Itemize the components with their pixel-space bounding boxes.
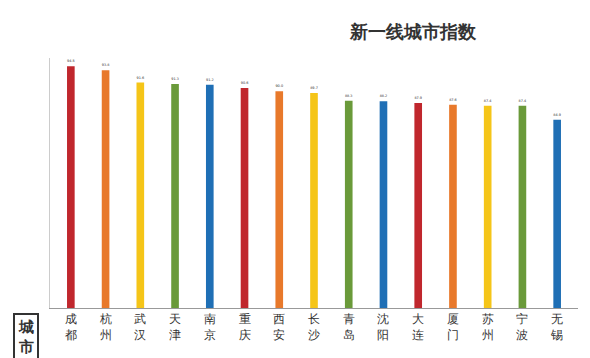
svg-text:长沙: 长沙 xyxy=(308,312,320,342)
svg-text:西安: 西安 xyxy=(273,312,285,342)
svg-text:重庆: 重庆 xyxy=(239,312,251,342)
svg-text:93.8: 93.8 xyxy=(102,63,110,67)
svg-text:南京: 南京 xyxy=(204,312,216,342)
svg-text:厦门: 厦门 xyxy=(447,312,459,342)
svg-text:87.4: 87.4 xyxy=(484,99,492,103)
svg-text:89.7: 89.7 xyxy=(310,86,318,90)
svg-text:91.3: 91.3 xyxy=(171,77,179,81)
svg-text:大连: 大连 xyxy=(412,312,424,342)
svg-text:91.6: 91.6 xyxy=(137,76,145,80)
svg-text:天津: 天津 xyxy=(169,312,181,342)
svg-text:87.4: 87.4 xyxy=(519,99,527,103)
svg-text:城市: 城市 xyxy=(18,318,34,356)
svg-text:91.2: 91.2 xyxy=(206,78,214,82)
svg-text:87.9: 87.9 xyxy=(414,96,422,100)
svg-text:84.9: 84.9 xyxy=(553,113,561,117)
svg-text:88.2: 88.2 xyxy=(380,94,388,98)
svg-text:无锡: 无锡 xyxy=(550,312,563,342)
svg-text:杭州: 杭州 xyxy=(99,312,112,342)
svg-text:87.6: 87.6 xyxy=(449,98,457,102)
svg-text:90.0: 90.0 xyxy=(275,84,283,88)
svg-text:90.6: 90.6 xyxy=(241,81,249,85)
svg-text:武汉: 武汉 xyxy=(134,312,146,342)
svg-text:沈阳: 沈阳 xyxy=(377,312,389,342)
svg-text:宁波: 宁波 xyxy=(516,312,528,342)
svg-text:88.3: 88.3 xyxy=(345,94,353,98)
svg-text:成都: 成都 xyxy=(65,312,77,342)
svg-text:94.5: 94.5 xyxy=(67,59,75,63)
svg-text:新一线城市指数: 新一线城市指数 xyxy=(349,21,477,42)
svg-text:苏州: 苏州 xyxy=(482,312,494,342)
svg-text:青岛: 青岛 xyxy=(343,312,355,342)
